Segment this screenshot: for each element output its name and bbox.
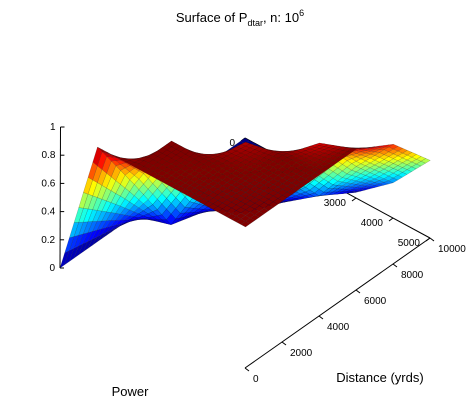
chart-title: Surface of Pdtar, n: 106 (176, 8, 304, 28)
title-prefix: Surface of P (176, 10, 248, 25)
x-tick-label: 0 (229, 138, 235, 149)
y-tick-label: 6000 (364, 296, 387, 307)
y-tick-mark (429, 237, 435, 242)
y-tick-label: 10000 (438, 244, 466, 255)
x-axis-label: Power (112, 384, 150, 399)
title-subscript: dtar (247, 18, 263, 28)
y-tick-mark (281, 341, 287, 346)
surface-patch (240, 221, 251, 228)
x-tick-mark (351, 197, 357, 202)
z-tick-label: 0.2 (41, 235, 55, 246)
y-tick-mark (355, 289, 361, 294)
z-tick-label: 0.4 (41, 207, 55, 218)
z-tick-label: 0.6 (41, 178, 55, 189)
z-axis-line (59, 126, 61, 269)
z-tick-label: 0.8 (41, 150, 55, 161)
y-tick-mark (392, 263, 398, 268)
x-tick-label: 4000 (361, 218, 384, 229)
title-middle: , n: 10 (263, 10, 299, 25)
y-tick-mark (244, 367, 250, 372)
y-tick-label: 4000 (327, 322, 350, 333)
x-tick-mark (388, 217, 394, 222)
title-superscript: 6 (299, 8, 304, 18)
x-tick-label: 5000 (398, 238, 421, 249)
y-tick-mark (318, 315, 324, 320)
z-tick-label: 1 (50, 122, 56, 133)
y-tick-label: 2000 (290, 348, 313, 359)
y-axis-line (244, 237, 431, 369)
y-tick-label: 8000 (401, 270, 424, 281)
z-axis: 0 0.2 0.4 0.6 0.8 1 (41, 122, 65, 274)
z-tick-label: 0 (49, 263, 55, 274)
y-tick-label: 0 (253, 374, 259, 385)
surface-mesh (59, 137, 431, 269)
y-axis: 0 2000 4000 6000 8000 10000 (244, 237, 466, 385)
x-tick-label: 3000 (324, 198, 347, 209)
y-axis-label: Distance (yrds) (336, 370, 423, 385)
